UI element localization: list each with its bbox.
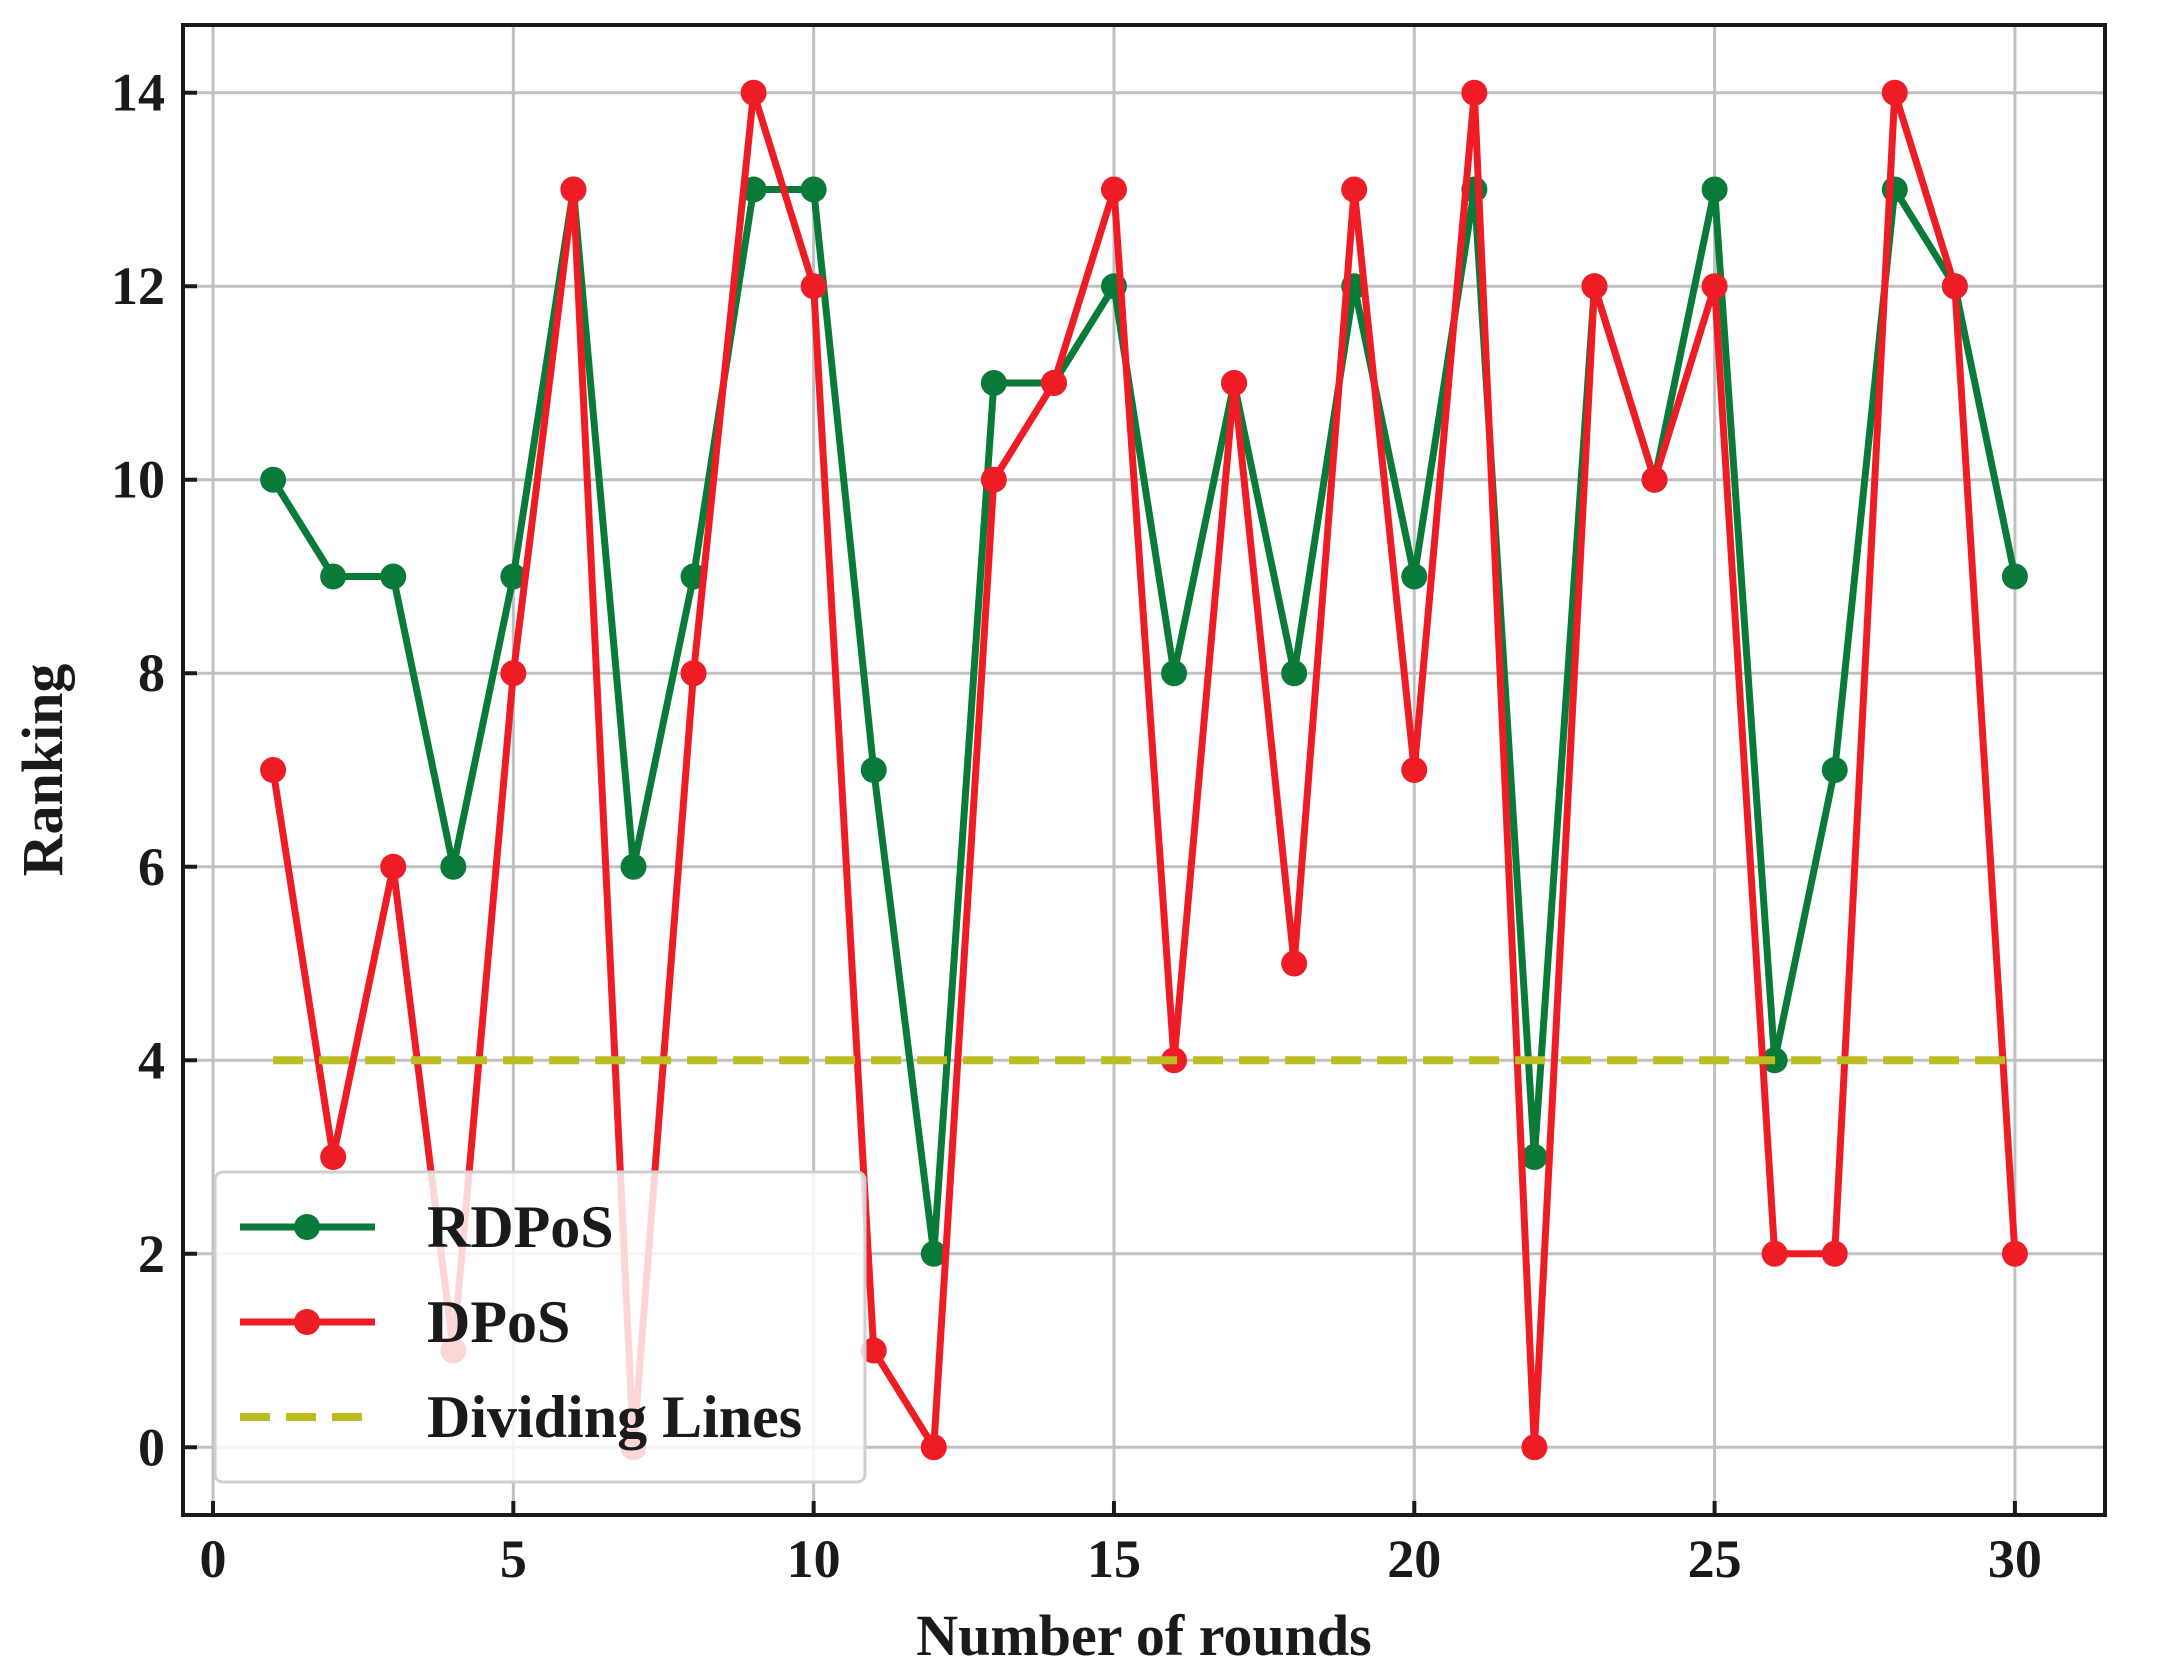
- series-0-point: [1521, 1144, 1548, 1171]
- series-1-point: [1401, 757, 1428, 783]
- y-tick-label: 8: [138, 643, 165, 703]
- legend-label-2: Dividing Lines: [427, 1384, 802, 1450]
- y-axis-title: Ranking: [10, 664, 75, 877]
- x-tick-label: 30: [1988, 1529, 2042, 1589]
- x-axis-title: Number of rounds: [916, 1603, 1372, 1668]
- y-tick-label: 12: [111, 256, 165, 316]
- axes: 0 5 10 15 20 25 30 0 2 4 6 8 10 12 14: [111, 23, 2107, 1589]
- y-tick-label: 0: [138, 1417, 165, 1477]
- series-0-point: [860, 757, 887, 783]
- x-tick-label: 15: [1087, 1529, 1141, 1589]
- plot-frame: [181, 23, 2107, 1517]
- y-tick-label: 14: [111, 63, 165, 123]
- series-0-point: [1821, 757, 1848, 783]
- series-0-point: [1281, 660, 1308, 687]
- series-1-point: [1341, 176, 1368, 203]
- series-1-point: [1641, 466, 1668, 493]
- series-1-point: [1221, 369, 1248, 396]
- series-1-point: [1701, 273, 1728, 300]
- series-1-point: [680, 660, 707, 687]
- legend-marker-1: [294, 1309, 320, 1335]
- series-0-point: [800, 176, 827, 203]
- series-0-point: [1401, 563, 1428, 590]
- legend-label-1: DPoS: [427, 1289, 570, 1355]
- series-1-point: [1941, 273, 1968, 300]
- x-tick-label: 5: [500, 1529, 527, 1589]
- x-tick-label: 10: [787, 1529, 841, 1589]
- x-tick-label: 0: [200, 1529, 227, 1589]
- x-tick-label: 20: [1387, 1529, 1441, 1589]
- series-line-0: [270, 185, 2019, 1258]
- y-tick-label: 2: [138, 1224, 165, 1284]
- series-line-1: [269, 89, 2019, 1451]
- series-0-point: [260, 466, 287, 493]
- series-1-point: [1100, 176, 1127, 203]
- series-0-point: [440, 853, 467, 880]
- legend-box: [213, 1170, 867, 1484]
- plot-area: [260, 79, 2028, 1461]
- series-1-point: [860, 1337, 887, 1364]
- series-0-point: [920, 1240, 947, 1267]
- legend: RDPoS DPoS Dividing Lines: [213, 1170, 867, 1484]
- series-0-point: [380, 563, 407, 590]
- series-1-point: [1040, 369, 1067, 396]
- series-1-point: [320, 1144, 347, 1171]
- series-0-point: [320, 563, 347, 590]
- series-1-point: [980, 466, 1007, 493]
- series-0-point: [1881, 176, 1908, 203]
- series-1-point: [1581, 273, 1608, 300]
- series-1-point: [500, 660, 527, 687]
- series-1-point: [1461, 79, 1488, 106]
- series-1-point: [1761, 1240, 1788, 1267]
- series-1-point: [380, 853, 407, 880]
- series-1-point: [260, 757, 287, 783]
- legend-label-0: RDPoS: [427, 1194, 614, 1260]
- series-1-point: [1881, 79, 1908, 106]
- x-tick-label: 25: [1688, 1529, 1742, 1589]
- series-1-point: [1281, 950, 1308, 977]
- y-tick-label: 6: [138, 837, 165, 897]
- series-0-point: [1701, 176, 1728, 203]
- series-1-point: [800, 273, 827, 300]
- series-1-point: [740, 79, 767, 106]
- series-1-point: [2001, 1240, 2028, 1267]
- series-0-point: [620, 853, 647, 880]
- series-1-point: [560, 176, 587, 203]
- series-0-point: [1161, 660, 1188, 687]
- series-0-point: [500, 563, 527, 590]
- series-0-point: [980, 369, 1007, 396]
- y-tick-label: 4: [138, 1030, 165, 1090]
- series-0-point: [2001, 563, 2028, 590]
- series-1-point: [1821, 1240, 1848, 1267]
- series-1-point: [1521, 1434, 1548, 1461]
- legend-marker-0: [294, 1214, 320, 1240]
- y-tick-label: 10: [111, 450, 165, 510]
- series-1-point: [920, 1434, 947, 1461]
